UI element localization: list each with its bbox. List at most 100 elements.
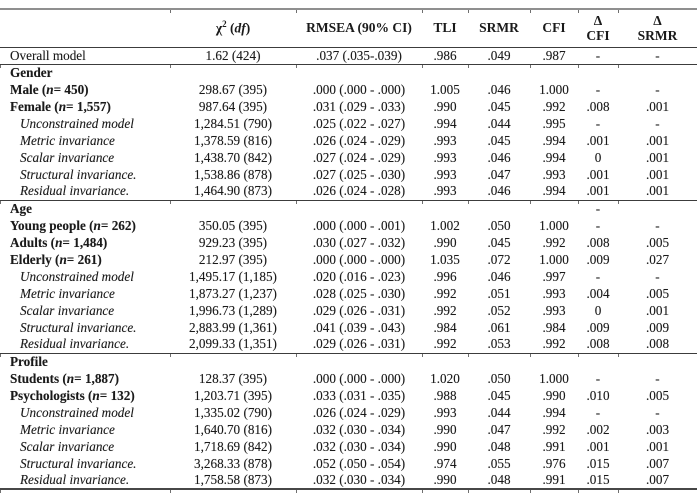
- cell-chi2: 1,996.73 (1,289): [189, 302, 277, 318]
- cell-tli: .993: [433, 404, 457, 420]
- cell-cfi: .987: [542, 47, 566, 63]
- column-header-tli: TLI: [422, 9, 468, 48]
- table-row: Psychologists (n= 132) 1,203.71 (395) .033…: [0, 387, 697, 404]
- label-text: Residual invariance.: [20, 336, 130, 352]
- cell-srmr: .046: [487, 268, 511, 284]
- cell-model-label: Unconstrained model: [0, 115, 170, 132]
- cell-tli: .993: [433, 149, 457, 165]
- cell-delta_cfi: .008: [586, 336, 610, 352]
- header-text: CFI: [542, 20, 566, 36]
- cell-model-label: Age: [0, 199, 170, 217]
- cell-srmr: .046: [487, 81, 511, 97]
- cell-cfi: .990: [542, 387, 566, 403]
- cell-delta_srmr: .001: [645, 166, 670, 182]
- cell-chi2: 1.62 (424): [205, 47, 261, 63]
- label-text: n: [46, 81, 54, 97]
- cell-delta_cfi: -: [595, 47, 601, 63]
- cell-srmr: [468, 63, 530, 81]
- cell-chi2: 1,335.02 (790): [193, 404, 273, 420]
- table-row: Scalar invariance 1,718.69 (842) .032 (.03…: [0, 438, 697, 455]
- cell-rmsea: .032 (.030 - .034): [312, 421, 406, 437]
- table-row: Structural invariance. 2,883.99 (1,361) .0…: [0, 319, 697, 336]
- label-text: = 1,887): [74, 370, 120, 386]
- cell-chi2: 128.37 (395): [198, 370, 268, 386]
- cell-chi2: 350.05 (395): [198, 217, 268, 233]
- label-text: Elderly (: [10, 251, 60, 267]
- header-text: χ: [215, 20, 223, 36]
- table-row: Male (n= 450) 298.67 (395) .000 (.000 - .0…: [0, 81, 697, 98]
- cell-delta_cfi: .010: [586, 387, 610, 403]
- cell-rmsea: .028 (.025 - .030): [312, 285, 406, 301]
- cell-rmsea: .000 (.000 - .000): [312, 251, 406, 267]
- cell-delta_cfi: .015: [586, 472, 610, 487]
- label-text: n: [92, 387, 100, 403]
- table-row: Metric invariance 1,640.70 (816) .032 (.03…: [0, 421, 697, 438]
- cell-delta_cfi: [578, 352, 618, 370]
- cell-tli: .990: [433, 438, 457, 454]
- label-text: Scalar invariance: [20, 302, 115, 318]
- label-text: Unconstrained model: [20, 404, 134, 420]
- header-text: 2: [222, 19, 227, 30]
- cell-model-label: Scalar invariance: [0, 438, 170, 455]
- cell-cfi: [530, 199, 578, 217]
- cell-chi2: 1,438.70 (842): [193, 149, 273, 165]
- cell-delta_cfi: -: [595, 370, 601, 386]
- cell-tli: .986: [433, 47, 457, 63]
- cell-delta_srmr: .003: [645, 421, 670, 437]
- cell-tli: .993: [433, 183, 457, 199]
- cell-delta_srmr: -: [655, 370, 660, 386]
- cell-chi2: 1,378.59 (816): [193, 132, 273, 148]
- cell-srmr: [468, 352, 530, 370]
- cell-delta_srmr: -: [655, 268, 660, 284]
- cell-tli: .988: [433, 387, 457, 403]
- cell-delta_cfi: -: [595, 404, 601, 420]
- cell-cfi: .994: [542, 149, 566, 165]
- cell-cfi: .991: [542, 438, 566, 454]
- cell-tli: .994: [433, 115, 457, 131]
- cell-srmr: .044: [487, 404, 511, 420]
- label-text: Scalar invariance: [20, 438, 115, 454]
- table-row: Gender: [0, 63, 697, 81]
- cell-chi2: 1,873.27 (1,237): [189, 285, 277, 301]
- cell-tli: 1.020: [430, 370, 460, 386]
- cell-srmr: .045: [487, 234, 511, 250]
- cell-cfi: .993: [542, 302, 566, 318]
- column-header-chi2: χ2 (df): [170, 9, 296, 48]
- label-text: Psychologists (: [10, 387, 93, 403]
- tick-mark: [170, 490, 171, 493]
- cell-model-label: Scalar invariance: [0, 302, 170, 319]
- cell-rmsea: [296, 352, 422, 370]
- cell-delta_cfi: 0: [594, 302, 602, 318]
- table-row: Unconstrained model 1,284.51 (790) .025 (.…: [0, 115, 697, 132]
- tick-mark: [0, 490, 1, 493]
- label-text: n: [93, 217, 101, 233]
- label-text: Age: [10, 200, 32, 216]
- cell-chi2: 2,883.99 (1,361): [189, 319, 277, 335]
- cell-tli: .990: [433, 98, 457, 114]
- cell-model-label: Metric invariance: [0, 421, 170, 438]
- cell-delta_cfi: -: [595, 268, 601, 284]
- cell-model-label: Unconstrained model: [0, 404, 170, 421]
- table-row: Unconstrained model 1,335.02 (790) .026 (.…: [0, 404, 697, 421]
- table-row: Residual invariance. 1,758.58 (873) .032 (…: [0, 472, 697, 489]
- cell-tli: .996: [433, 268, 457, 284]
- cell-tli: .990: [433, 472, 457, 487]
- cell-delta_cfi: .001: [586, 166, 610, 182]
- cell-delta_srmr: .007: [645, 455, 670, 471]
- table-row: Metric invariance 1,873.27 (1,237) .028 (.…: [0, 285, 697, 302]
- cell-cfi: .997: [542, 268, 566, 284]
- label-text: n: [59, 251, 67, 267]
- header-text: df: [234, 20, 246, 36]
- cell-chi2: 1,640.70 (816): [193, 421, 273, 437]
- cell-cfi: .995: [542, 115, 566, 131]
- cell-srmr: [468, 199, 530, 217]
- cell-model-label: Metric invariance: [0, 285, 170, 302]
- cell-delta_srmr: .005: [645, 387, 670, 403]
- tick-mark: [422, 490, 423, 493]
- label-text: Scalar invariance: [20, 149, 115, 165]
- label-text: Structural invariance.: [20, 166, 137, 182]
- cell-delta_srmr: .007: [645, 472, 670, 487]
- cell-tli: [422, 352, 468, 370]
- cell-rmsea: .026 (.024 - .029): [312, 132, 406, 148]
- header-text: ): [245, 20, 251, 36]
